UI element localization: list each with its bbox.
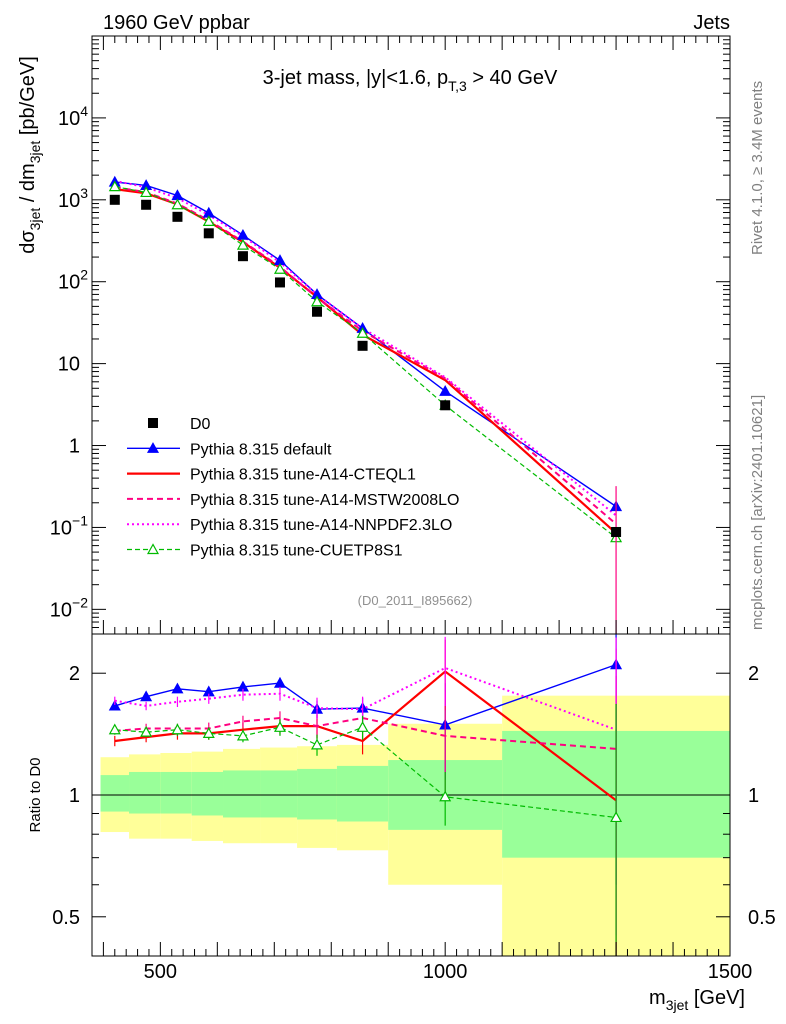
- legend-item-cteql1: Pythia 8.315 tune-A14-CTEQL1: [127, 467, 416, 484]
- ratio-marker-default-1: [140, 690, 153, 702]
- legend-marker-default: [146, 442, 160, 453]
- main-y-tick-label: 10−2: [50, 594, 88, 621]
- ratio-marker-cuetp8s1-4: [236, 729, 249, 741]
- category-label: Jets: [693, 12, 730, 34]
- data-point-2: [172, 211, 183, 222]
- ratio-marker-cuetp8s1-2: [171, 723, 184, 735]
- ratio-marker-cuetp8s1-6: [310, 738, 324, 750]
- ratio-y-tick-label-left: 0.5: [52, 907, 80, 929]
- main-y-axis-label: dσ3jet / dm3jet [pb/GeV]: [17, 56, 43, 254]
- main-y-tick-label: 10−1: [50, 512, 88, 539]
- data-point-4: [237, 251, 248, 262]
- data-point-3: [203, 228, 214, 239]
- energy-label: 1960 GeV ppbar: [103, 12, 250, 34]
- x-tick-label: 1500: [708, 961, 753, 983]
- ratio-y-tick-label-left: 1: [69, 785, 80, 807]
- series-line-cuetp8s1: [114, 186, 617, 539]
- legend-label-nnpdf: Pythia 8.315 tune-A14-NNPDF2.3LO: [190, 517, 452, 534]
- ratio-line-mstw: [114, 716, 617, 750]
- legend-swatch-data: [148, 418, 158, 428]
- ratio-y-axis-label: Ratio to D0: [27, 757, 44, 832]
- main-series-layer: [114, 179, 617, 539]
- main-y-tick-label: 10: [58, 354, 80, 376]
- data-point-8: [440, 400, 451, 411]
- rivet-version-label: Rivet 4.1.0, ≥ 3.4M events: [749, 81, 766, 255]
- ratio-marker-default-2: [171, 682, 184, 694]
- marker-cuetp8s1-2: [171, 198, 184, 210]
- series-line-mstw: [114, 186, 617, 525]
- main-y-tick-label: 104: [58, 103, 88, 130]
- ratio-marker-cuetp8s1-7: [356, 721, 369, 732]
- source-label: mcplots.cern.ch [arXiv:2401.10621]: [749, 395, 766, 630]
- legend-item-default: Pythia 8.315 default: [127, 441, 332, 458]
- legend-label-default: Pythia 8.315 default: [190, 441, 332, 458]
- legend-item-nnpdf: Pythia 8.315 tune-A14-NNPDF2.3LO: [127, 517, 452, 534]
- marker-cuetp8s1-4: [236, 238, 249, 250]
- legend-marker-cuetp8s1: [146, 543, 160, 555]
- data-point-9: [611, 526, 622, 537]
- ratio-marker-default-0: [108, 699, 121, 711]
- data-point-7: [357, 340, 368, 351]
- ratio-y-tick-label-left: 2: [69, 663, 80, 685]
- main-y-tick-label: 102: [58, 267, 88, 294]
- data-point-1: [141, 199, 152, 210]
- band-inner-5: [260, 770, 298, 818]
- legend-item-cuetp8s1: Pythia 8.315 tune-CUETP8S1: [127, 543, 403, 560]
- legend-label-data: D0: [190, 416, 211, 433]
- series-line-default: [114, 181, 617, 508]
- ratio-y-tick-label-right: 1: [748, 785, 759, 807]
- ratio-y-tick-label-right: 2: [748, 663, 759, 685]
- series-line-nnpdf: [114, 179, 617, 517]
- band-inner-2: [160, 771, 192, 814]
- ratio-axes: 0.5 0.5 1 1 2 2 500 1000 1500: [52, 633, 776, 983]
- data-point-6: [312, 306, 323, 317]
- x-tick-label: 500: [144, 961, 177, 983]
- legend: D0 Pythia 8.315 default Pythia 8.315 tune-…: [127, 416, 459, 560]
- band-inner-7: [336, 765, 389, 822]
- ratio-panel: 0.5 0.5 1 1 2 2 500 1000 1500 Ratio to D0 m3jet …: [27, 633, 776, 1013]
- legend-label-mstw: Pythia 8.315 tune-A14-MSTW2008LO: [190, 492, 459, 509]
- main-y-tick-label: 1: [69, 436, 80, 458]
- ratio-marker-cuetp8s1-9: [610, 811, 623, 823]
- data-point-0: [109, 194, 120, 205]
- band-inner-4: [223, 770, 261, 818]
- marker-cuetp8s1-3: [202, 215, 215, 227]
- legend-label-cteql1: Pythia 8.315 tune-A14-CTEQL1: [190, 467, 416, 484]
- band-inner-6: [297, 768, 337, 820]
- ratio-marker-cuetp8s1-8: [439, 790, 452, 802]
- legend-item-data: D0: [148, 416, 211, 433]
- marker-cuetp8s1-7: [356, 326, 369, 338]
- legend-label-cuetp8s1: Pythia 8.315 tune-CUETP8S1: [190, 543, 403, 560]
- ratio-marker-cuetp8s1-3: [202, 727, 215, 738]
- marker-cuetp8s1-6: [310, 295, 324, 307]
- band-inner-1: [129, 771, 161, 814]
- ratio-marker-cuetp8s1-1: [140, 725, 153, 737]
- main-y-tick-label: 103: [58, 185, 88, 212]
- main-panel: 10−2 10−1 1 10 102 103 104 3-jet mass, |y|<1.6…: [17, 35, 731, 635]
- ratio-line-cuetp8s1: [114, 726, 617, 819]
- x-axis-label: m3jet [GeV]: [649, 987, 745, 1013]
- data-point-5: [274, 277, 285, 288]
- ratio-y-tick-label-right: 0.5: [748, 907, 776, 929]
- band-inner-3: [191, 771, 224, 816]
- x-tick-label: 1000: [423, 961, 468, 983]
- main-title: 3-jet mass, |y|<1.6, pT,3 > 40 GeV: [263, 67, 558, 94]
- ratio-series-layer: [108, 634, 623, 956]
- ratio-marker-cuetp8s1-0: [108, 723, 121, 735]
- marker-cuetp8s1-1: [140, 186, 153, 198]
- marker-cuetp8s1-5: [273, 263, 287, 274]
- band-inner-0: [100, 775, 130, 812]
- ratio-marker-cuetp8s1-5: [273, 721, 287, 732]
- ratio-line-cteql1: [114, 670, 617, 802]
- legend-item-mstw: Pythia 8.315 tune-A14-MSTW2008LO: [127, 492, 459, 509]
- marker-cuetp8s1-0: [108, 180, 121, 192]
- ratio-line-default: [114, 663, 617, 726]
- analysis-id: (D0_2011_I895662): [358, 593, 473, 608]
- marker-default-8: [439, 385, 452, 396]
- main-points-layer: [108, 175, 623, 634]
